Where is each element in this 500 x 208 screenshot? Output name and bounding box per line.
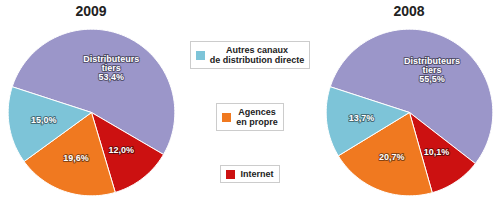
svg-text:10,1%: 10,1% xyxy=(424,147,450,157)
svg-text:Distributeurstiers55,5%: Distributeurstiers55,5% xyxy=(404,56,460,84)
svg-text:20,7%: 20,7% xyxy=(379,152,405,162)
svg-text:12,0%: 12,0% xyxy=(109,145,135,155)
svg-text:Distributeurstiers53,4%: Distributeurstiers53,4% xyxy=(83,54,139,82)
svg-text:19,6%: 19,6% xyxy=(63,153,89,163)
html-text:Autres canaux de distribution: Autres canaux de distribution directe xyxy=(209,45,305,65)
html-text:Agences en propre: Agences en propre xyxy=(236,107,278,127)
html-text:Internet: Internet xyxy=(240,169,274,179)
html-text:2009: 2009 xyxy=(75,3,107,19)
html-text:2008: 2008 xyxy=(393,3,425,19)
svg-text:15,0%: 15,0% xyxy=(31,115,57,125)
svg-text:13,7%: 13,7% xyxy=(349,113,375,123)
